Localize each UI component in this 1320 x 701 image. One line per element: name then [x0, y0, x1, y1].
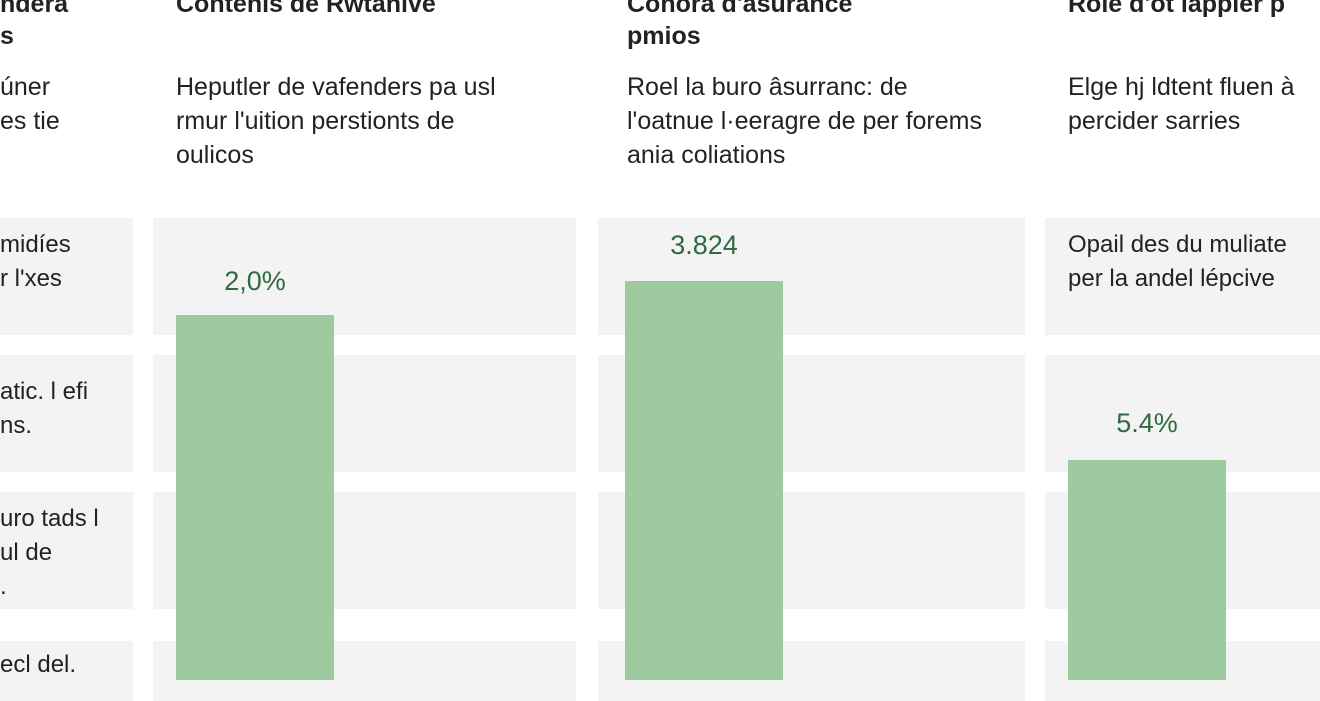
column-heading: Role d'ot lappier p — [1068, 0, 1286, 18]
bar-label: 3.824 — [670, 230, 738, 260]
cell-text: ns. — [0, 412, 33, 439]
cell-text: r l'xes — [0, 265, 62, 292]
column-heading: Conora d'asurance — [627, 0, 853, 18]
column-heading: ndera — [0, 0, 69, 18]
row-band — [0, 492, 133, 609]
column-heading: pmios — [627, 22, 701, 50]
column-description: percider sarries — [1068, 107, 1241, 135]
bar-label: 5.4% — [1116, 408, 1178, 438]
column-description: ania coliations — [627, 141, 786, 169]
column-description: oulicos — [176, 141, 254, 169]
bar — [176, 315, 334, 680]
column-description: Elge hj ldtent fluen à — [1068, 73, 1295, 101]
cell-text: atic. l efi — [0, 378, 89, 405]
column-description: rmur l'uition perstionts de — [176, 107, 455, 135]
column-description: l'oatnue l·eeragre de per forems — [627, 107, 982, 135]
cell-text: ul de — [0, 539, 53, 566]
cell-text: per la andel lépcive — [1068, 265, 1275, 292]
column-heading: s — [0, 22, 14, 50]
bar — [625, 281, 783, 680]
column-description: úner — [0, 73, 51, 101]
bar — [1068, 460, 1226, 680]
cell-text: uro tads l — [0, 505, 99, 532]
row-band — [1045, 218, 1320, 335]
bar-label: 2,0% — [224, 266, 286, 296]
cell-text: Opail des du muliate — [1068, 231, 1287, 258]
cell-text: . — [0, 573, 7, 600]
cell-text: midíes — [0, 231, 71, 258]
row-band — [0, 355, 133, 472]
cell-text: ecl del. — [0, 651, 77, 678]
column-description: es tie — [0, 107, 60, 135]
column-description: Roel la buro âsurranc: de — [627, 73, 908, 101]
column-heading: Contenis de Rwtanive — [176, 0, 436, 18]
column-description: Heputler de vafenders pa usl — [176, 73, 496, 101]
row-band — [0, 218, 133, 335]
row-band — [1045, 355, 1320, 472]
